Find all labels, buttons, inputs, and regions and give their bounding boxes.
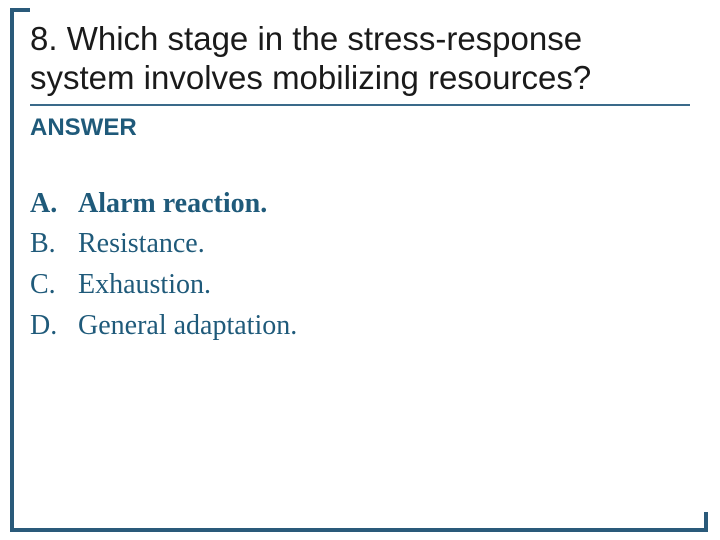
question-text: 8. Which stage in the stress-response sy… bbox=[30, 20, 690, 106]
option-letter: B. bbox=[30, 224, 78, 265]
frame-border-bottom bbox=[10, 528, 708, 532]
option-letter: D. bbox=[30, 306, 78, 347]
option-text: Exhaustion. bbox=[78, 265, 211, 306]
option-text: Alarm reaction. bbox=[78, 184, 267, 225]
frame-border-right bbox=[704, 512, 708, 532]
option-b: B. Resistance. bbox=[30, 224, 690, 265]
option-text: General adaptation. bbox=[78, 306, 297, 347]
option-text: Resistance. bbox=[78, 224, 205, 265]
content-area: 8. Which stage in the stress-response sy… bbox=[30, 20, 690, 346]
option-letter: C. bbox=[30, 265, 78, 306]
options-list: A. Alarm reaction. B. Resistance. C. Exh… bbox=[30, 184, 690, 346]
option-c: C. Exhaustion. bbox=[30, 265, 690, 306]
option-letter: A. bbox=[30, 184, 78, 225]
frame-border-left bbox=[10, 8, 14, 532]
answer-label: ANSWER bbox=[30, 114, 690, 142]
slide: 8. Which stage in the stress-response sy… bbox=[0, 0, 720, 540]
option-d: D. General adaptation. bbox=[30, 306, 690, 347]
option-a: A. Alarm reaction. bbox=[30, 184, 690, 225]
